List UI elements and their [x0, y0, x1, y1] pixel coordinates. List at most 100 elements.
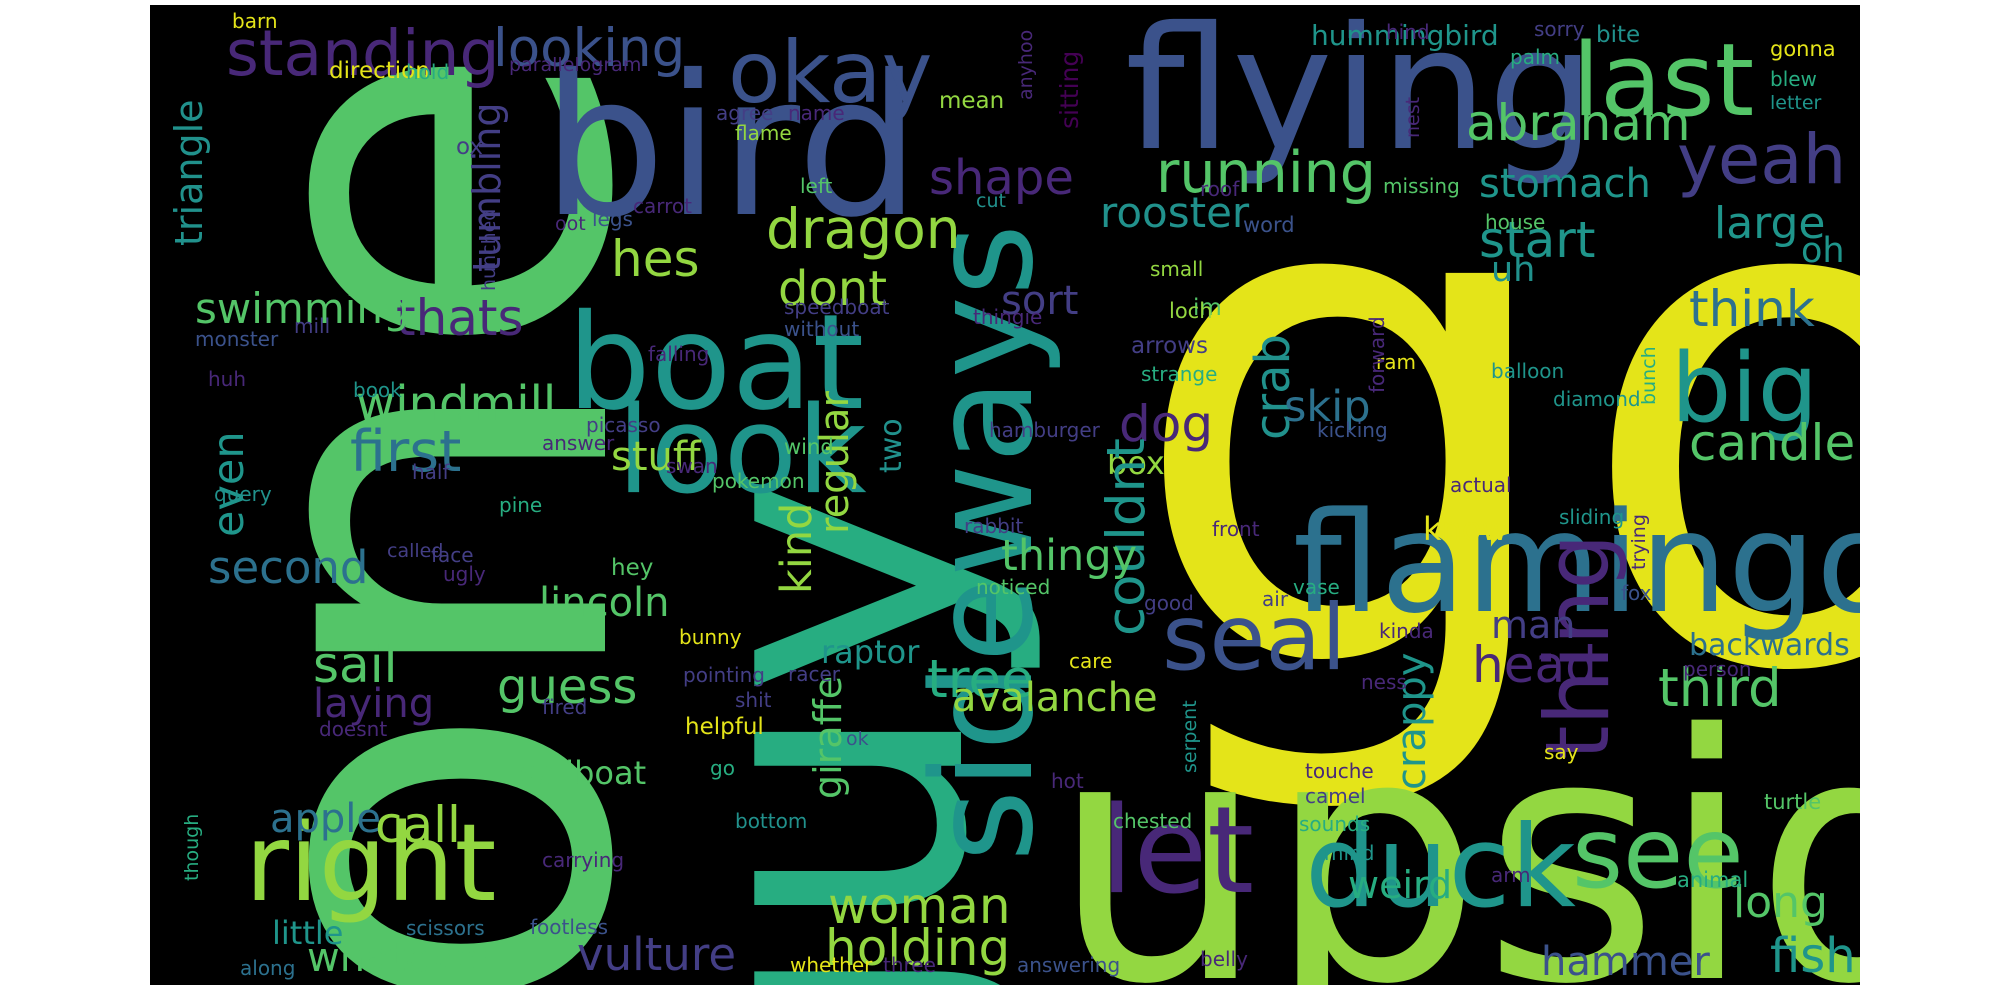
word: half	[412, 460, 450, 484]
word: third	[1658, 658, 1782, 719]
word: racer	[788, 662, 841, 686]
word: start	[1479, 211, 1596, 269]
word: along	[240, 956, 296, 980]
word: sail	[313, 636, 398, 694]
word: sort	[1001, 278, 1079, 324]
word: whether	[790, 953, 873, 977]
word: answer	[542, 431, 615, 455]
word: carrot	[633, 194, 692, 218]
word: serpent	[1179, 700, 1201, 773]
word: flamingo	[1293, 482, 1860, 644]
word: loch	[1169, 299, 1213, 323]
word: turtle	[1764, 790, 1822, 814]
word: word	[1243, 213, 1295, 237]
word: bottom	[735, 809, 808, 833]
word: hunched	[478, 208, 500, 291]
word: mill	[294, 314, 331, 338]
word: touche	[1305, 759, 1374, 783]
word: windmill	[356, 376, 557, 432]
word: speedboat	[784, 295, 890, 319]
word: picasso	[586, 413, 661, 437]
word: person	[1683, 657, 1752, 681]
word-cloud-canvas: got one upside guy bird flying sideways …	[150, 5, 1860, 985]
word: know	[1423, 510, 1508, 548]
word: answering	[1017, 953, 1121, 977]
word: sitting	[1055, 50, 1084, 129]
word: okay	[728, 23, 933, 123]
word: thingy	[1001, 531, 1138, 581]
word: man	[1491, 603, 1576, 647]
word: see	[1572, 797, 1744, 911]
word: skip	[1284, 382, 1371, 432]
word: giraffe	[806, 675, 850, 799]
word: two	[874, 418, 909, 473]
word: right	[245, 802, 497, 926]
word: nest	[1402, 96, 1424, 138]
word: hold	[406, 60, 450, 84]
word: legs	[592, 207, 633, 231]
word: three	[883, 953, 936, 977]
word: pokemon	[712, 469, 805, 493]
word: palm	[1510, 45, 1560, 69]
word: roof	[1200, 177, 1240, 201]
word: second	[208, 541, 369, 594]
word: bunch	[1638, 346, 1660, 405]
word: think	[1689, 280, 1815, 338]
word: upside	[1051, 663, 1860, 985]
word: diamond	[1553, 387, 1641, 411]
word: pointing	[683, 663, 765, 687]
word: yeah	[1677, 120, 1847, 200]
word: forward	[1365, 316, 1389, 393]
word: duck	[1305, 801, 1576, 933]
word: camel	[1305, 784, 1366, 808]
word: head	[1472, 636, 1597, 694]
word: book	[353, 378, 402, 402]
word: big	[1671, 334, 1818, 444]
word: last	[1572, 21, 1755, 139]
word: swan	[666, 454, 718, 478]
word: looking	[493, 18, 686, 79]
word: large	[1714, 198, 1826, 249]
word: belly	[1200, 947, 1248, 971]
word: sailboat	[520, 754, 647, 792]
word: air	[1262, 587, 1289, 611]
word: standing	[226, 17, 500, 90]
word: apple	[270, 796, 382, 842]
word: laying	[313, 681, 435, 727]
word: dragon	[766, 197, 961, 261]
word: monster	[195, 327, 279, 351]
word: abraham	[1466, 94, 1691, 152]
word: hind	[1386, 20, 1430, 44]
word: direction	[329, 58, 430, 84]
word: hamburger	[989, 418, 1100, 442]
word: fox	[1621, 581, 1652, 605]
word: good	[1144, 591, 1194, 615]
word: small	[1150, 257, 1204, 281]
word: look	[617, 382, 867, 521]
word: flame	[735, 121, 792, 145]
word: noticed	[976, 575, 1051, 599]
word: gonna	[1770, 37, 1836, 61]
word: query	[214, 482, 272, 506]
word: running	[1156, 140, 1376, 206]
word: candle	[1689, 414, 1856, 472]
word: care	[1069, 649, 1113, 673]
word: front	[1212, 517, 1260, 541]
word: call	[375, 796, 461, 854]
word: falling	[648, 342, 710, 366]
word: blew	[1770, 67, 1817, 91]
word: rooster	[1100, 188, 1250, 237]
word: weird	[1348, 863, 1453, 907]
word: uh	[1491, 250, 1536, 290]
word: arrows	[1131, 333, 1208, 359]
word: backwards	[1689, 628, 1850, 663]
word: woman	[828, 877, 1011, 935]
word: thats	[396, 289, 524, 347]
word: go	[710, 756, 735, 780]
word: actual	[1450, 473, 1512, 497]
word: name	[788, 101, 845, 125]
word: box	[1107, 444, 1165, 482]
word: strange	[1141, 362, 1218, 386]
word: swimming	[195, 284, 410, 333]
word: flying	[1125, 5, 1596, 189]
